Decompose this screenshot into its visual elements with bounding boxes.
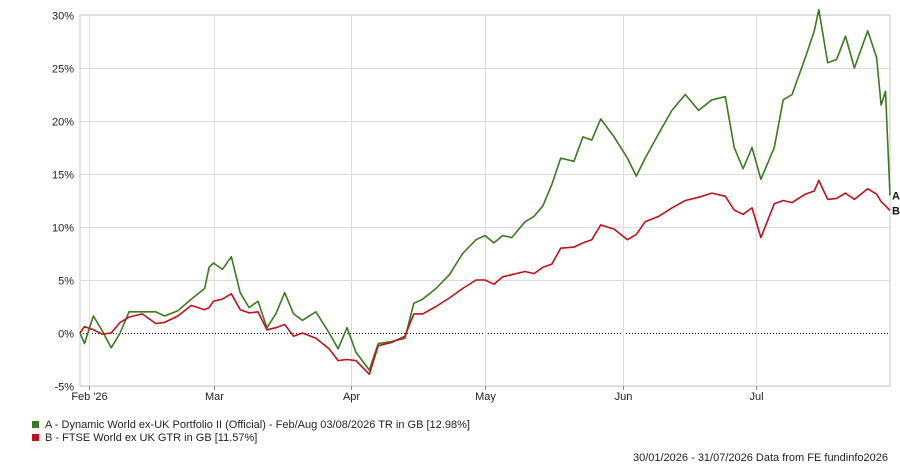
series-end-label-a: A (892, 190, 900, 202)
labels: AB (892, 190, 900, 217)
x-tick-label: Apr (343, 391, 360, 403)
x-tick-label: Jun (615, 391, 633, 403)
legend-label-b: B - FTSE World ex UK GTR in GB [11.57%] (45, 431, 258, 444)
y-tick-label: 5% (58, 276, 74, 288)
series-line-b (79, 179, 891, 376)
y-tick-label: 15% (52, 170, 74, 182)
series-line-a (79, 8, 891, 371)
axes: -5% 0% 5% 10% 15% 20% 25% 30% Feb '26 Mar Apr May Ju… (52, 11, 764, 404)
y-tick-label: 25% (52, 64, 74, 76)
y-tick-label: 0% (58, 329, 74, 341)
y-tick-label: 10% (52, 223, 74, 235)
series (79, 8, 891, 376)
legend-label-a: A - Dynamic World ex-UK Portfolio II (Of… (45, 418, 470, 431)
x-tick-label: Jul (749, 391, 763, 403)
date-range-source: 30/01/2026 - 31/07/2026 Data from FE fun… (632, 452, 888, 464)
series-end-label-b: B (892, 205, 900, 217)
x-tick-label: Mar (205, 391, 224, 403)
y-tick-label: 20% (52, 117, 74, 129)
y-tick-label: 30% (52, 11, 74, 23)
legend: A - Dynamic World ex-UK Portfolio II (Of… (32, 418, 470, 444)
legend-item-b: B - FTSE World ex UK GTR in GB [11.57%] (32, 431, 470, 444)
grid (79, 14, 891, 387)
legend-item-a: A - Dynamic World ex-UK Portfolio II (Of… (32, 418, 470, 431)
legend-swatch-a (32, 421, 39, 428)
x-tick-label: May (475, 391, 496, 403)
legend-swatch-b (32, 434, 39, 441)
line-chart: -5% 0% 5% 10% 15% 20% 25% 30% Feb '26 Mar Apr May Ju… (52, 8, 900, 404)
y-tick-label: -5% (54, 382, 74, 394)
x-tick-label: Feb '26 (71, 391, 107, 403)
